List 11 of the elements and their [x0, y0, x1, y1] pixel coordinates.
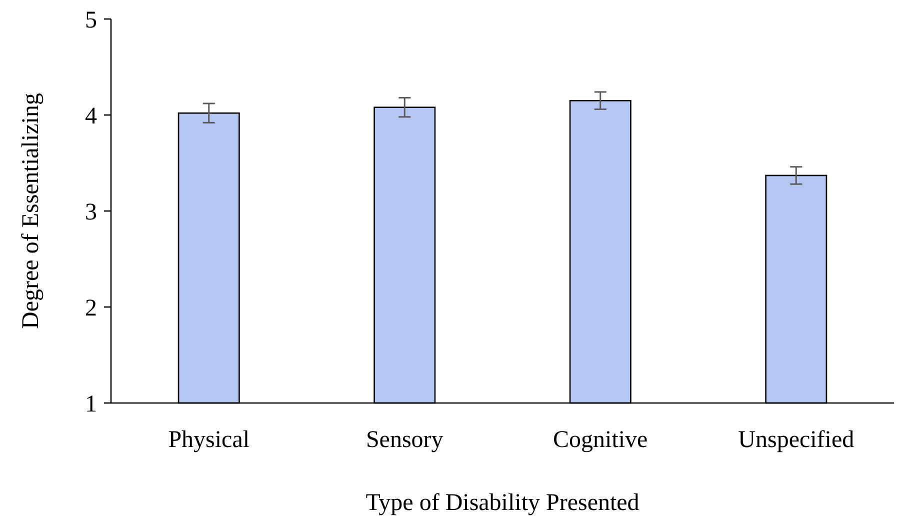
y-tick-label: 5 — [85, 7, 97, 34]
y-tick-label: 2 — [85, 295, 97, 322]
y-tick-label: 3 — [85, 199, 97, 226]
x-tick-label: Unspecified — [738, 427, 854, 453]
y-tick-label: 1 — [85, 391, 97, 418]
x-tick-label: Physical — [168, 427, 250, 453]
x-tick-label: Sensory — [366, 427, 444, 453]
y-tick-label: 4 — [85, 103, 97, 130]
x-axis-title: Type of Disability Presented — [366, 490, 640, 516]
y-axis-title: Degree of Essentializing — [18, 93, 44, 329]
x-tick-label: Cognitive — [553, 427, 648, 453]
